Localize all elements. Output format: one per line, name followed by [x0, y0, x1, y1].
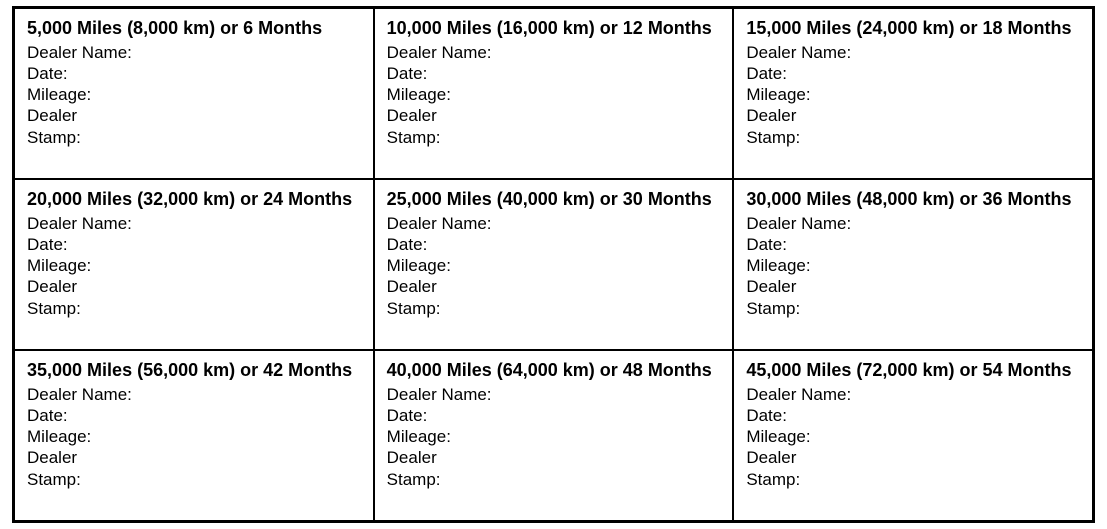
field-dealer: Dealer — [387, 105, 721, 126]
field-mileage: Mileage: — [387, 84, 721, 105]
field-date: Date: — [27, 63, 361, 84]
field-dealer-name: Dealer Name: — [27, 42, 361, 63]
field-mileage: Mileage: — [746, 255, 1080, 276]
interval-cell: 35,000 Miles (56,000 km) or 42 Months De… — [14, 350, 374, 521]
field-date: Date: — [746, 405, 1080, 426]
interval-cell: 25,000 Miles (40,000 km) or 30 Months De… — [374, 179, 734, 350]
interval-heading: 5,000 Miles (8,000 km) or 6 Months — [27, 17, 361, 40]
field-date: Date: — [387, 234, 721, 255]
interval-cell: 40,000 Miles (64,000 km) or 48 Months De… — [374, 350, 734, 521]
field-date: Date: — [387, 405, 721, 426]
field-stamp: Stamp: — [387, 127, 721, 148]
field-stamp: Stamp: — [27, 469, 361, 490]
field-date: Date: — [746, 63, 1080, 84]
maintenance-schedule-grid: 5,000 Miles (8,000 km) or 6 Months Deale… — [12, 6, 1095, 523]
interval-heading: 40,000 Miles (64,000 km) or 48 Months — [387, 359, 721, 382]
field-dealer-name: Dealer Name: — [387, 384, 721, 405]
interval-cell: 45,000 Miles (72,000 km) or 54 Months De… — [733, 350, 1093, 521]
interval-heading: 25,000 Miles (40,000 km) or 30 Months — [387, 188, 721, 211]
field-mileage: Mileage: — [387, 426, 721, 447]
field-dealer-name: Dealer Name: — [746, 384, 1080, 405]
field-date: Date: — [27, 405, 361, 426]
interval-cell: 20,000 Miles (32,000 km) or 24 Months De… — [14, 179, 374, 350]
field-dealer: Dealer — [746, 447, 1080, 468]
field-dealer-name: Dealer Name: — [387, 42, 721, 63]
field-stamp: Stamp: — [387, 469, 721, 490]
interval-cell: 15,000 Miles (24,000 km) or 18 Months De… — [733, 8, 1093, 179]
field-mileage: Mileage: — [27, 255, 361, 276]
field-dealer-name: Dealer Name: — [27, 213, 361, 234]
field-stamp: Stamp: — [387, 298, 721, 319]
field-dealer: Dealer — [387, 447, 721, 468]
field-stamp: Stamp: — [27, 298, 361, 319]
field-dealer-name: Dealer Name: — [27, 384, 361, 405]
field-dealer-name: Dealer Name: — [746, 213, 1080, 234]
field-dealer: Dealer — [746, 105, 1080, 126]
interval-heading: 15,000 Miles (24,000 km) or 18 Months — [746, 17, 1080, 40]
interval-cell: 30,000 Miles (48,000 km) or 36 Months De… — [733, 179, 1093, 350]
interval-heading: 30,000 Miles (48,000 km) or 36 Months — [746, 188, 1080, 211]
field-mileage: Mileage: — [27, 84, 361, 105]
field-mileage: Mileage: — [746, 426, 1080, 447]
field-dealer: Dealer — [27, 447, 361, 468]
field-dealer: Dealer — [27, 105, 361, 126]
field-stamp: Stamp: — [746, 298, 1080, 319]
field-stamp: Stamp: — [27, 127, 361, 148]
interval-cell: 5,000 Miles (8,000 km) or 6 Months Deale… — [14, 8, 374, 179]
field-dealer-name: Dealer Name: — [746, 42, 1080, 63]
field-stamp: Stamp: — [746, 127, 1080, 148]
field-dealer-name: Dealer Name: — [387, 213, 721, 234]
field-date: Date: — [746, 234, 1080, 255]
interval-heading: 10,000 Miles (16,000 km) or 12 Months — [387, 17, 721, 40]
interval-heading: 35,000 Miles (56,000 km) or 42 Months — [27, 359, 361, 382]
interval-heading: 45,000 Miles (72,000 km) or 54 Months — [746, 359, 1080, 382]
field-dealer: Dealer — [387, 276, 721, 297]
field-mileage: Mileage: — [746, 84, 1080, 105]
field-dealer: Dealer — [746, 276, 1080, 297]
field-mileage: Mileage: — [387, 255, 721, 276]
field-date: Date: — [27, 234, 361, 255]
interval-cell: 10,000 Miles (16,000 km) or 12 Months De… — [374, 8, 734, 179]
field-date: Date: — [387, 63, 721, 84]
field-stamp: Stamp: — [746, 469, 1080, 490]
field-mileage: Mileage: — [27, 426, 361, 447]
interval-heading: 20,000 Miles (32,000 km) or 24 Months — [27, 188, 361, 211]
field-dealer: Dealer — [27, 276, 361, 297]
